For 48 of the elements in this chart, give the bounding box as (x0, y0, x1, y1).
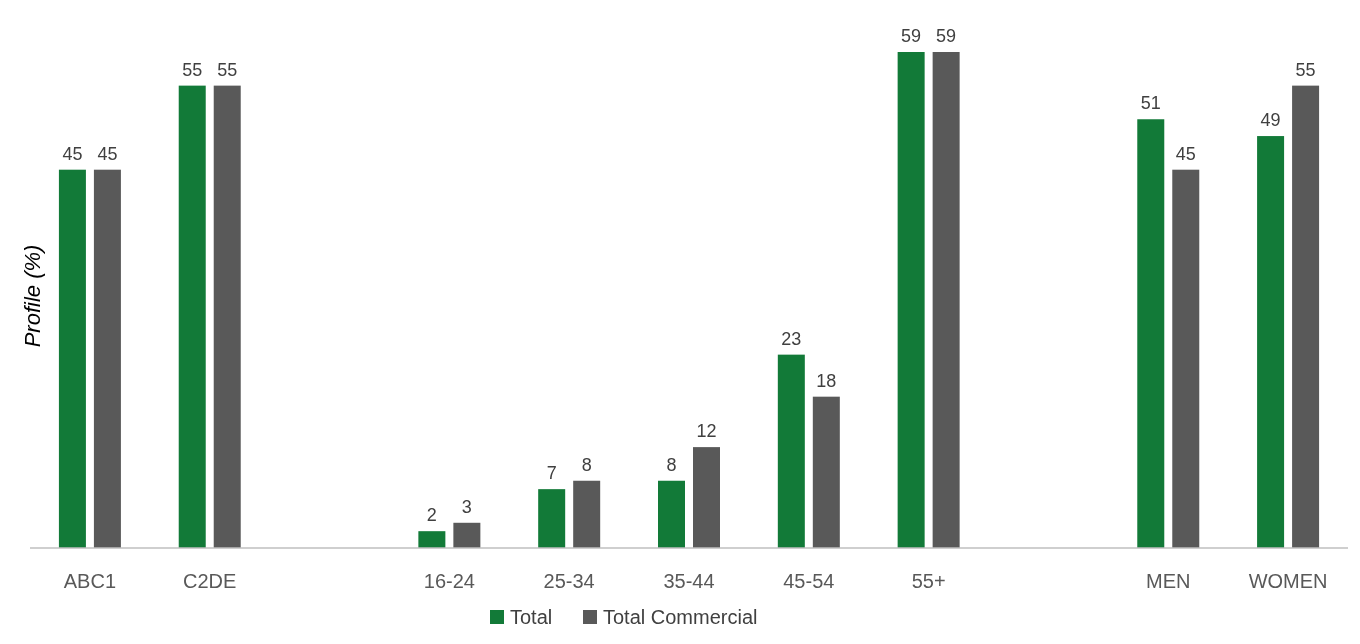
data-label: 51 (1140, 93, 1161, 114)
data-label: 7 (546, 463, 557, 484)
x-tick-label: C2DE (183, 570, 237, 592)
bar (897, 52, 925, 548)
legend-label: Total (510, 606, 553, 628)
data-label: 59 (901, 26, 922, 46)
x-tick-label: ABC1 (63, 570, 117, 592)
x-tick-label: 55+ (911, 570, 946, 592)
data-label: 18 (816, 370, 837, 391)
data-label: 12 (696, 421, 717, 442)
bar (1137, 119, 1165, 548)
data-label: 45 (1175, 143, 1196, 164)
bar (1172, 169, 1200, 548)
data-label: 45 (97, 143, 118, 164)
bar (418, 531, 446, 548)
data-label: 55 (1295, 59, 1316, 80)
data-label: 3 (461, 496, 472, 517)
x-tick-label: WOMEN (1248, 570, 1328, 592)
data-label: 2 (426, 505, 437, 526)
bar (93, 169, 121, 548)
bar (658, 480, 685, 548)
data-label: 8 (581, 454, 592, 475)
data-label: 59 (936, 26, 957, 46)
bar (178, 85, 206, 548)
x-tick-label: 16-24 (423, 570, 475, 592)
bar (573, 480, 601, 548)
bar (213, 85, 241, 548)
x-tick-label: MEN (1146, 570, 1191, 592)
legend-label: Total Commercial (603, 606, 758, 628)
data-label: 49 (1260, 110, 1281, 131)
data-label: 55 (182, 59, 203, 80)
bar (1292, 85, 1320, 548)
x-tick-label: 25-34 (543, 570, 595, 592)
bar (453, 522, 481, 548)
data-label: 23 (781, 328, 802, 349)
bar (58, 169, 86, 548)
data-label: 45 (62, 143, 83, 164)
y-axis-title: Profile (%) (20, 244, 45, 348)
bar (538, 489, 566, 548)
bar (777, 354, 805, 548)
bar (932, 52, 960, 548)
bar (1257, 136, 1285, 548)
data-label: 8 (666, 454, 677, 475)
bar (693, 447, 720, 548)
bar (812, 396, 840, 548)
x-tick-label: 45-54 (783, 570, 835, 592)
x-tick-label: 35-44 (663, 570, 715, 592)
data-label: 55 (217, 59, 238, 80)
